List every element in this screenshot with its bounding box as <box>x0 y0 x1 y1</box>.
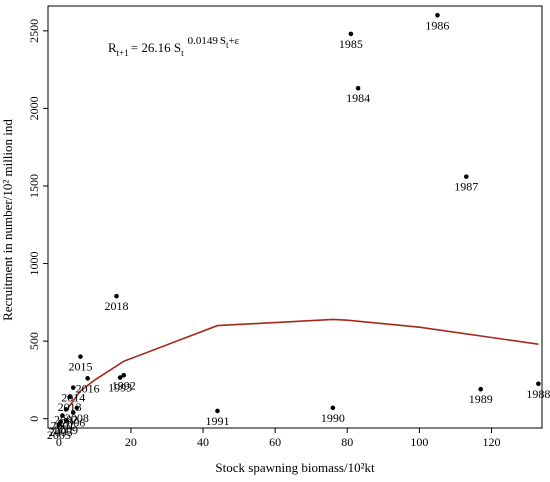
data-point <box>114 293 119 299</box>
data-point <box>478 386 484 392</box>
data-point-label: 1992 <box>112 378 136 392</box>
y-axis-title: Recruitment in number/10² million ind <box>0 119 15 321</box>
data-point <box>70 385 76 390</box>
x-tick-label: 40 <box>197 435 209 449</box>
data-point-label: 2018 <box>105 299 129 313</box>
data-point-label: 1991 <box>205 414 229 428</box>
data-point <box>74 405 80 411</box>
data-point-label: 1988 <box>526 387 550 401</box>
x-tick-label: 60 <box>269 435 281 449</box>
x-axis: 0 20 40 60 80 100 120 <box>56 428 501 449</box>
data-point-label: 2008 <box>65 411 89 425</box>
y-tick-label: 1500 <box>27 174 41 198</box>
fit-curve-layer <box>65 318 539 412</box>
y-axis: 0 500 1000 1500 2000 2500 <box>27 19 48 422</box>
data-point-label: 2003 <box>49 425 73 439</box>
data-point <box>60 413 65 418</box>
plot-frame <box>47 5 543 429</box>
data-point-label: 2014 <box>61 391 85 405</box>
data-point-label: 1987 <box>454 180 478 194</box>
data-point <box>330 405 336 411</box>
y-tick-label: 500 <box>27 332 41 350</box>
data-point <box>63 407 69 412</box>
data-point-label: 2013 <box>58 400 82 414</box>
x-tick-label: 80 <box>341 435 353 449</box>
data-point-label: 1985 <box>339 37 363 51</box>
fit-curve-line <box>65 318 539 412</box>
data-point <box>67 394 72 400</box>
data-point <box>56 422 62 428</box>
y-tick-label: 1000 <box>27 252 41 276</box>
data-point <box>70 410 76 415</box>
y-tick-label: 0 <box>27 416 41 422</box>
model-equation: Rt+1 = 26.16 St0.0149 St+ε <box>108 35 240 58</box>
x-tick-label: 20 <box>125 435 137 449</box>
data-point-label: 1990 <box>321 411 345 425</box>
data-point <box>85 376 90 381</box>
data-point-label: 1986 <box>425 18 449 32</box>
data-point-label: 2016 <box>76 381 100 395</box>
data-point-label: 1989 <box>469 392 493 406</box>
data-point-label: 2015 <box>68 360 92 374</box>
data-point-label: 1993 <box>108 381 132 395</box>
data-point <box>121 372 127 378</box>
x-axis-title: Stock spawning biomass/10²kt <box>215 460 375 475</box>
data-point-label: 1984 <box>346 91 370 105</box>
data-point <box>348 31 354 37</box>
data-point <box>215 408 220 414</box>
data-point <box>117 375 123 380</box>
y-tick-label: 2000 <box>27 96 41 120</box>
data-point <box>78 354 83 359</box>
y-tick-label: 2500 <box>27 19 41 43</box>
data-point <box>63 417 69 423</box>
data-point <box>435 13 440 18</box>
data-point <box>536 381 541 387</box>
x-tick-label: 120 <box>483 435 501 449</box>
x-tick-label: 0 <box>56 435 62 449</box>
data-point <box>463 174 469 179</box>
x-tick-label: 100 <box>410 435 428 449</box>
data-point <box>355 85 361 91</box>
data-point-label: 2005 <box>47 428 71 442</box>
data-point-label: 2001 <box>50 419 74 433</box>
